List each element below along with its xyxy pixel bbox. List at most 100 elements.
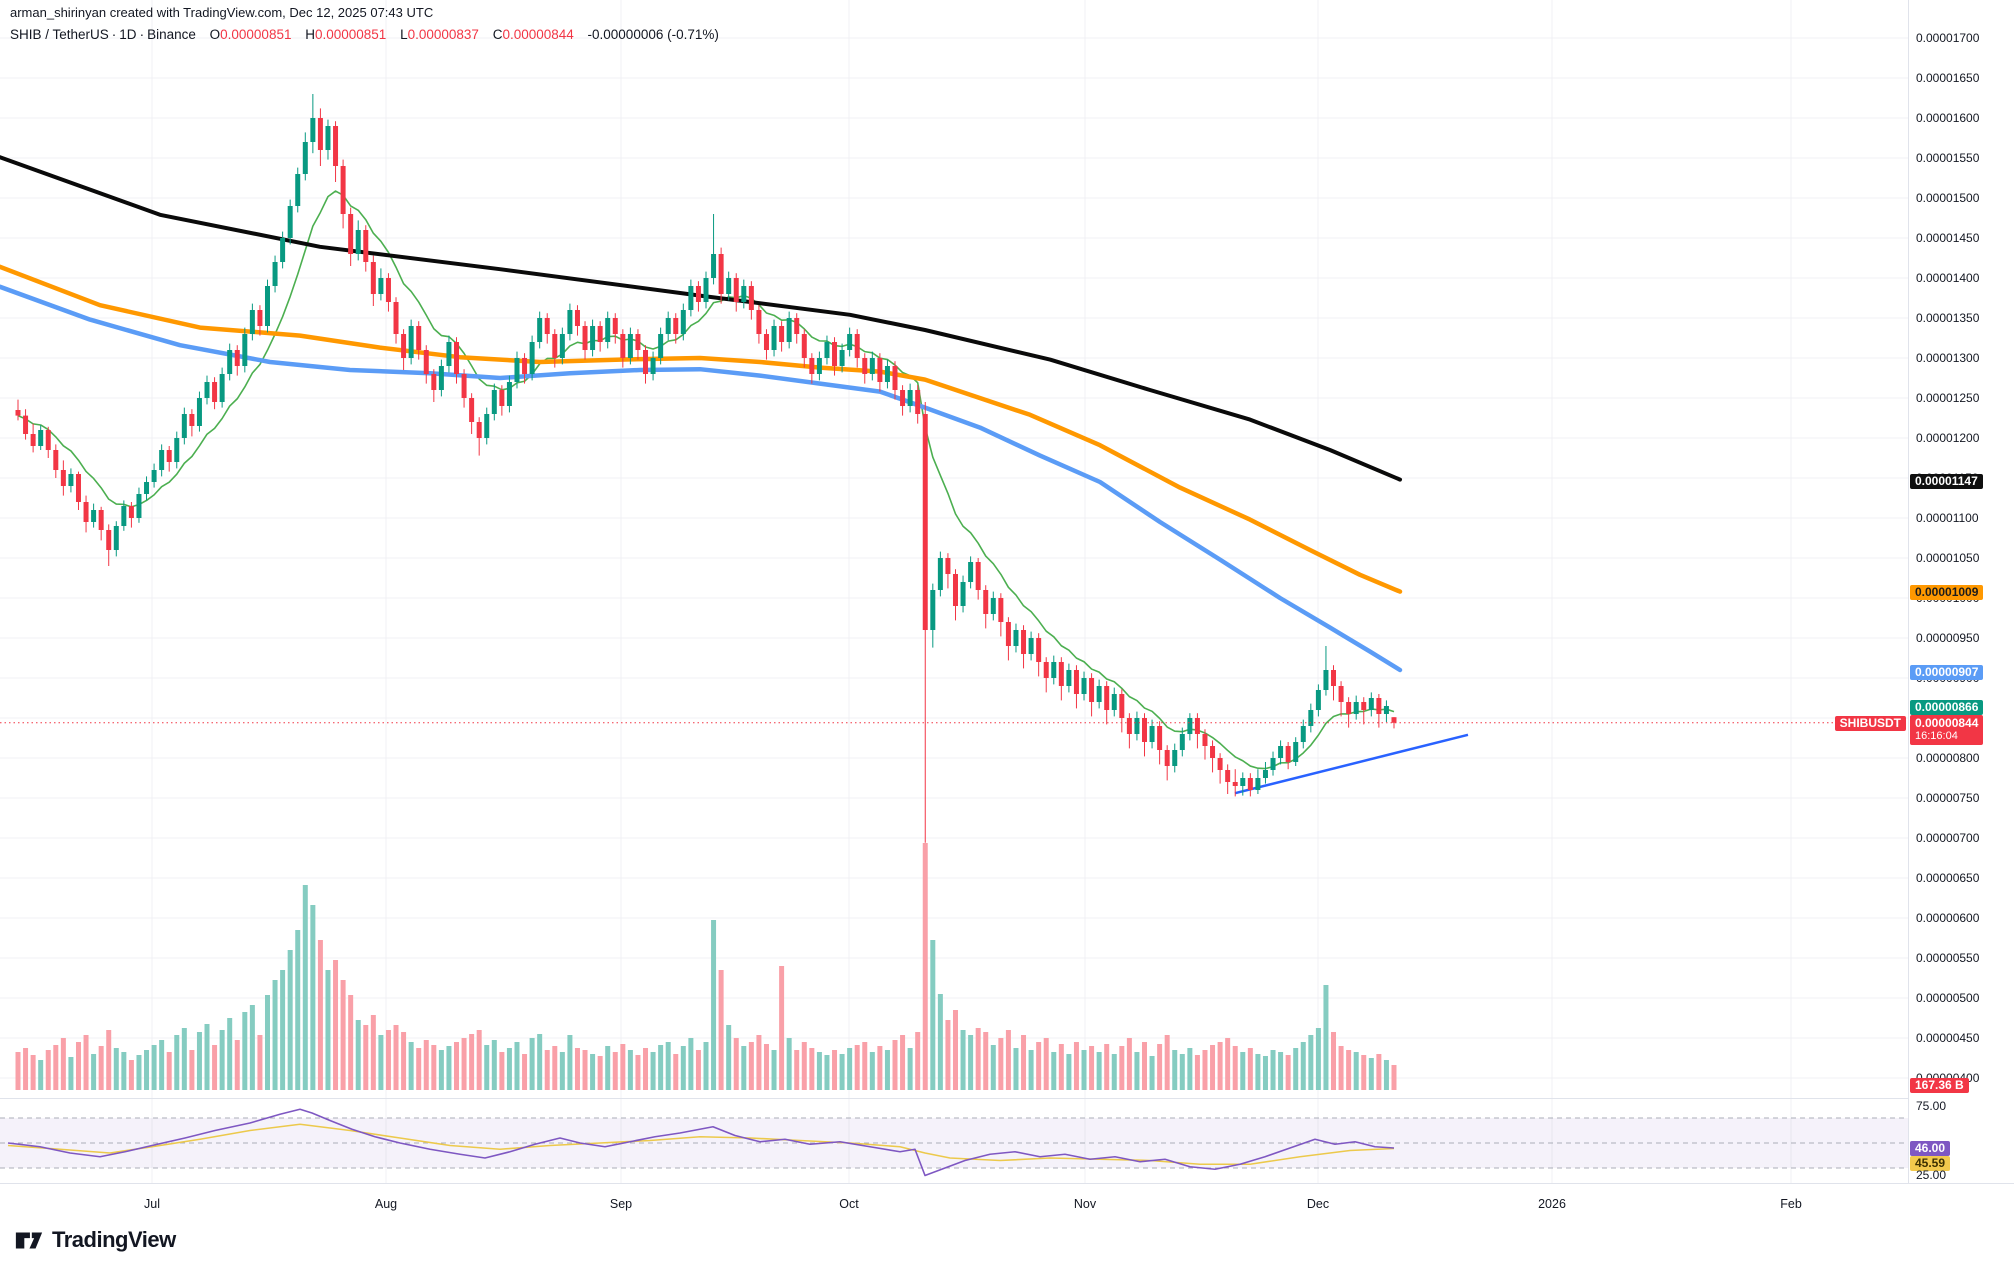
volume-bar — [1164, 1035, 1170, 1090]
candle-body — [1066, 670, 1072, 686]
volume-bar — [249, 1005, 255, 1090]
volume-bar — [620, 1044, 626, 1090]
candle-body — [499, 390, 505, 406]
ma50-line[interactable] — [0, 284, 1403, 673]
volume-bar — [385, 1030, 391, 1090]
symbol-price-chip: SHIBUSDT — [1834, 716, 1906, 731]
volume-bar — [544, 1050, 550, 1090]
volume-bar — [529, 1038, 535, 1090]
volume-bar — [824, 1055, 830, 1090]
candle-body — [431, 374, 437, 390]
tradingview-logo[interactable]: TradingView — [14, 1225, 176, 1255]
ohlc-high-value: 0.00000851 — [314, 27, 387, 42]
candle-body — [317, 118, 323, 150]
volume-bar — [144, 1050, 150, 1090]
volume-bar — [1262, 1056, 1268, 1090]
interval-label[interactable]: 1D — [119, 27, 137, 42]
volume-bar — [726, 1025, 732, 1090]
symbol-name[interactable]: SHIB / TetherUS — [10, 27, 109, 42]
ma200-line[interactable] — [0, 155, 1402, 482]
candle-body — [280, 238, 286, 262]
time-axis-border[interactable] — [0, 1183, 2014, 1184]
volume-bar — [748, 1042, 754, 1090]
volume-bar — [658, 1045, 664, 1090]
ma100-price-badge: 0.00001009 — [1910, 585, 1984, 600]
volume-bar — [1021, 1035, 1027, 1090]
price-tick-label: 0.00001650 — [1916, 71, 1980, 85]
volume-bar — [121, 1052, 127, 1090]
volume-bar — [1187, 1048, 1193, 1090]
volume-bar — [1028, 1050, 1034, 1090]
volume-bar — [794, 1050, 800, 1090]
volume-bar — [650, 1052, 656, 1090]
candle-body — [1293, 742, 1299, 762]
candle-body — [552, 334, 558, 358]
candle-body — [23, 415, 29, 434]
candle-body — [1331, 670, 1337, 686]
candle-body — [1089, 678, 1095, 702]
volume-bar — [1058, 1044, 1064, 1090]
volume-bar — [1134, 1052, 1140, 1090]
candle-body — [310, 118, 316, 142]
volume-bar — [801, 1042, 807, 1090]
candle-body — [582, 326, 588, 350]
candle-body — [38, 430, 44, 446]
candle-body — [325, 126, 331, 150]
volume-bar — [506, 1048, 512, 1090]
candle-body — [461, 374, 467, 398]
volume-bar — [234, 1040, 240, 1090]
candle-body — [1300, 726, 1306, 742]
candle-body — [597, 326, 603, 342]
exchange-label[interactable]: Binance — [147, 27, 196, 42]
price-tick-label: 0.00000550 — [1916, 951, 1980, 965]
tradingview-logo-icon — [15, 1232, 43, 1249]
candle-body — [30, 434, 36, 446]
rsi-value-badge: 46.00 — [1910, 1141, 1951, 1156]
price-tick-label: 0.00000950 — [1916, 631, 1980, 645]
volume-bar — [393, 1025, 399, 1090]
candle-body — [264, 286, 270, 326]
volume-bar — [242, 1012, 248, 1090]
candle-body — [227, 350, 233, 374]
volume-bar — [854, 1045, 860, 1090]
candle-body — [522, 358, 528, 374]
candle-body — [1119, 694, 1125, 718]
time-axis-label-2026: 2026 — [1538, 1197, 1566, 1211]
trendline[interactable] — [1234, 733, 1469, 795]
rsi-ma-line[interactable] — [7, 1123, 1395, 1166]
volume-badge: 167.36 B — [1910, 1078, 1969, 1093]
candle-body — [174, 438, 180, 462]
volume-bar — [438, 1050, 444, 1090]
volume-bar — [884, 1050, 890, 1090]
candle-body — [1187, 718, 1193, 734]
price-tick-label: 0.00000600 — [1916, 911, 1980, 925]
volume-bar — [1346, 1050, 1352, 1090]
volume-bar — [98, 1046, 104, 1090]
ema-green-line[interactable] — [17, 190, 1395, 770]
volume-bar — [597, 1056, 603, 1090]
candle-body — [506, 382, 512, 406]
candle-body — [1157, 726, 1163, 750]
price-tick-label: 0.00000650 — [1916, 871, 1980, 885]
candle-body — [658, 334, 664, 358]
volume-bar — [1353, 1052, 1359, 1090]
volume-bar — [900, 1035, 906, 1090]
ohlc-close-key: C — [492, 27, 503, 42]
volume-bar — [68, 1057, 74, 1090]
candle-body — [159, 450, 165, 470]
candle-body — [930, 590, 936, 630]
price-axis-border[interactable] — [1908, 0, 1909, 1183]
pane-separator[interactable] — [0, 1098, 1908, 1099]
volume-bar — [1073, 1042, 1079, 1090]
candle-body — [257, 310, 263, 326]
volume-bar — [907, 1048, 913, 1090]
volume-bar — [370, 1015, 376, 1090]
candle-body — [559, 334, 565, 358]
price-tick-label: 0.00001100 — [1916, 511, 1979, 525]
rsi-line[interactable] — [7, 1108, 1395, 1177]
candle-body — [612, 318, 618, 334]
candle-body — [922, 414, 928, 630]
ma100-line[interactable] — [0, 264, 1403, 594]
candle-body — [1172, 750, 1178, 766]
